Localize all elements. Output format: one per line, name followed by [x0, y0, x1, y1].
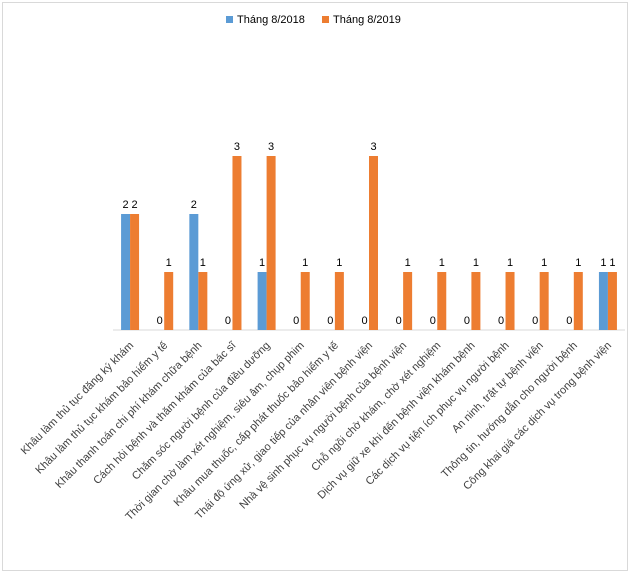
bar [266, 156, 276, 330]
data-label: 1 [507, 257, 513, 269]
bar [121, 214, 131, 330]
data-label: 2 [132, 199, 138, 211]
bar [471, 272, 481, 330]
bar [257, 272, 267, 330]
bar [164, 272, 174, 330]
bar [130, 214, 140, 330]
data-label: 0 [464, 315, 470, 327]
data-label: 1 [575, 257, 581, 269]
data-label: 1 [166, 257, 172, 269]
data-label: 0 [566, 315, 572, 327]
data-label: 0 [157, 315, 163, 327]
chart-border [2, 2, 628, 571]
x-tick-label: Dịch vụ giữ xe khi đến bệnh viện khám bệ… [316, 340, 478, 502]
bar [300, 272, 310, 330]
legend-label: Tháng 8/2019 [333, 14, 401, 26]
data-label: 1 [473, 257, 479, 269]
data-label: 2 [191, 199, 197, 211]
legend-swatch [226, 16, 233, 23]
data-label: 1 [439, 257, 445, 269]
data-label: 1 [405, 257, 411, 269]
data-label: 0 [396, 315, 402, 327]
bar [598, 272, 608, 330]
data-label: 1 [600, 257, 606, 269]
legend-swatch [322, 16, 329, 23]
bar [505, 272, 515, 330]
data-label: 2 [123, 199, 129, 211]
data-label: 1 [200, 257, 206, 269]
bar [539, 272, 549, 330]
data-label: 0 [327, 315, 333, 327]
bar [334, 272, 344, 330]
bar [198, 272, 208, 330]
data-label: 1 [302, 257, 308, 269]
data-label: 0 [225, 315, 231, 327]
data-label: 0 [361, 315, 367, 327]
data-label: 0 [293, 315, 299, 327]
bar [607, 272, 617, 330]
data-label: 3 [268, 141, 274, 153]
data-label: 0 [532, 315, 538, 327]
bar [232, 156, 242, 330]
data-label: 1 [336, 257, 342, 269]
bar [189, 214, 199, 330]
data-label: 0 [498, 315, 504, 327]
bar [369, 156, 378, 330]
data-label: 3 [370, 141, 376, 153]
data-label: 3 [234, 141, 240, 153]
bar [573, 272, 583, 330]
data-label: 1 [609, 257, 615, 269]
legend-label: Tháng 8/2018 [237, 14, 305, 26]
data-label: 0 [430, 315, 436, 327]
data-label: 1 [541, 257, 547, 269]
bar [403, 272, 413, 330]
bar [437, 272, 447, 330]
data-label: 1 [259, 257, 265, 269]
